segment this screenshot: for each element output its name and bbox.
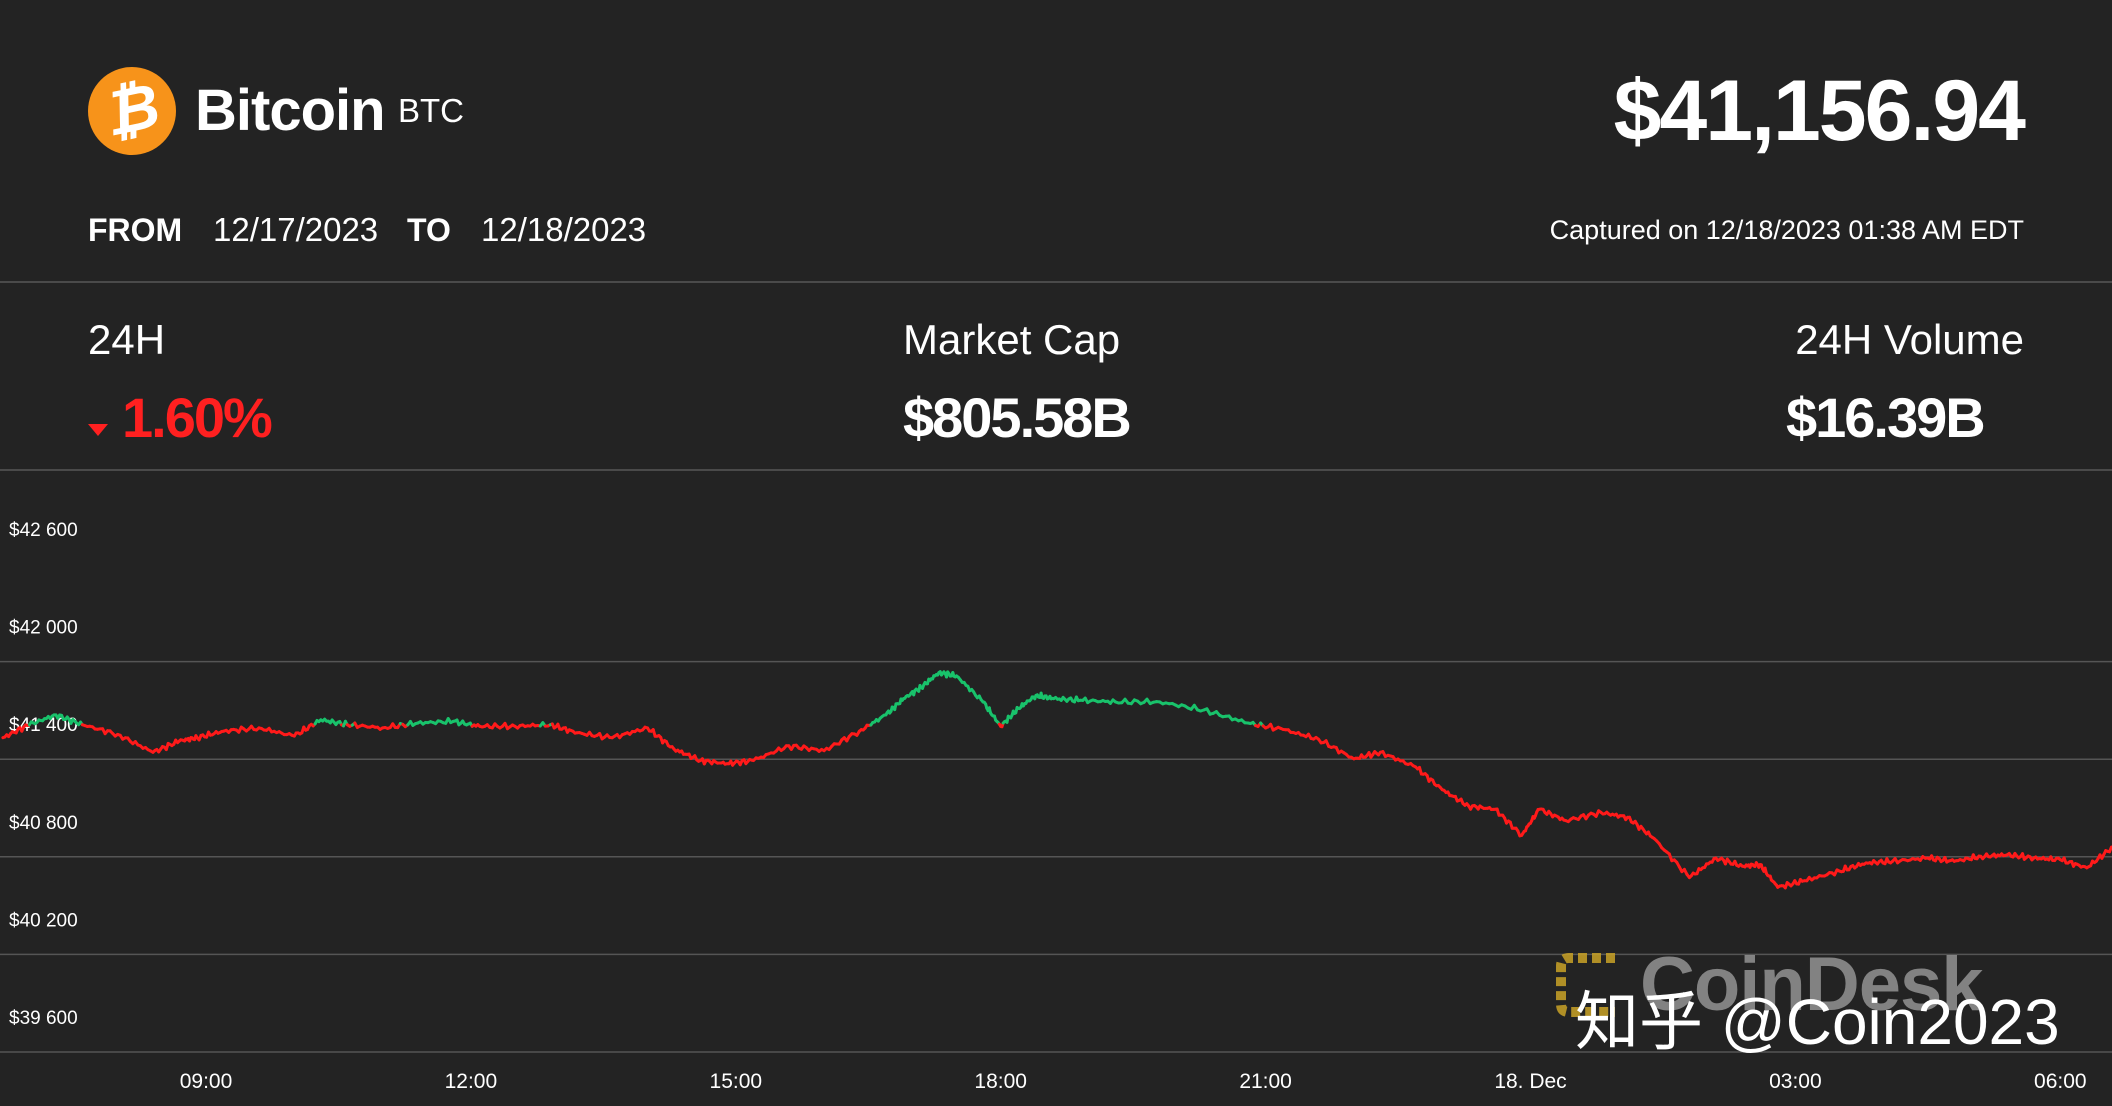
captured-timestamp: Captured on 12/18/2023 01:38 AM EDT [1549,215,2024,245]
x-tick-label: 18:00 [974,1070,1027,1093]
current-price: $41,156.94 [1613,63,2026,159]
y-tick-label: $42 600 [9,520,78,541]
bitcoin-logo-icon: ₿ [88,67,176,155]
x-tick-label: 12:00 [445,1070,498,1093]
x-tick-label: 09:00 [180,1070,233,1093]
x-tick-label: 21:00 [1239,1070,1292,1093]
change-24h-label: 24H [88,316,166,363]
volume-24h-label: 24H Volume [1795,316,2024,363]
header-divider [0,281,2112,283]
coin-ticker: BTC [398,92,464,129]
coindesk-watermark: CoinDesk [1640,942,1984,1027]
from-label: FROM [88,212,183,248]
to-date: 12/18/2023 [481,211,647,248]
x-tick-label: 15:00 [710,1070,763,1093]
to-label: TO [407,212,451,248]
y-tick-label: $39 600 [9,1008,78,1029]
zhihu-watermark: 知乎 @Coin2023 [1575,986,2060,1058]
y-tick-label: $41 400 [9,715,78,736]
market-cap-value: $805.58B [903,386,1132,449]
x-tick-label: 03:00 [1769,1070,1822,1093]
coin-name: Bitcoin [195,78,386,143]
stats-divider [0,469,2112,471]
coindesk-logo-icon [1556,953,1615,1017]
change-24h-value: 1.60% [122,386,273,449]
price-chart: $42 600 $42 000 $41 400 $40 800 $40 200 $39 6… [0,520,2112,1093]
y-tick-label: $40 200 [9,910,78,931]
volume-24h-value: $16.39B [1786,386,1986,449]
bitcoin-glyph: ₿ [98,71,166,150]
market-cap-label: Market Cap [903,316,1121,363]
y-tick-label: $42 000 [9,618,78,639]
x-tick-label: 18. Dec [1494,1070,1566,1093]
x-tick-label: 06:00 [2034,1070,2087,1093]
y-tick-label: $40 800 [9,813,78,834]
down-arrow-icon [88,424,108,436]
from-date: 12/17/2023 [213,211,379,248]
